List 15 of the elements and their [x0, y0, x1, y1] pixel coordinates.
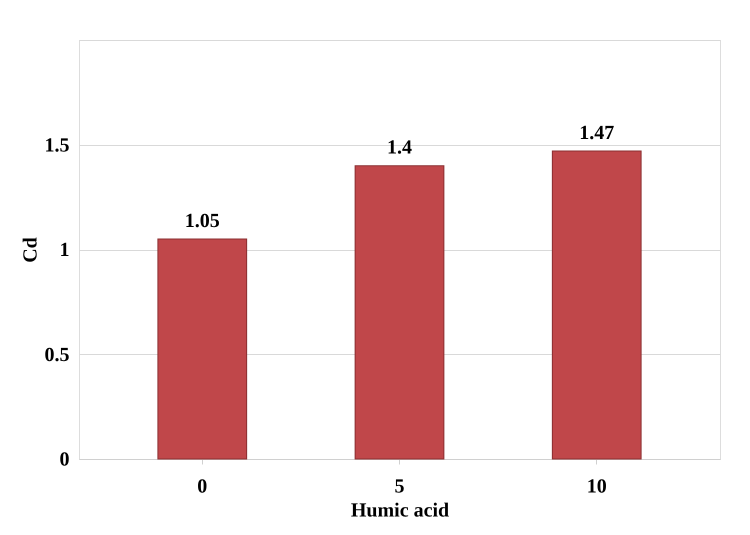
- y-tick-label: 0: [60, 448, 70, 470]
- x-axis-title: Humic acid: [350, 500, 450, 522]
- bar: [552, 150, 642, 460]
- x-tick-label: 0: [197, 476, 208, 498]
- x-tick-label: 10: [586, 476, 607, 498]
- x-tick-label: 5: [394, 476, 404, 498]
- y-tick-label: 0.5: [44, 344, 70, 366]
- data-label: 1.47: [579, 122, 614, 144]
- y-axis-title: Cd: [20, 237, 42, 263]
- data-label: 1.05: [184, 210, 220, 232]
- y-tick-label: 1: [60, 239, 70, 261]
- data-label: 1.4: [387, 136, 412, 159]
- bar: [157, 238, 248, 460]
- y-tick-label: 1.5: [44, 134, 70, 156]
- bar: [354, 165, 444, 460]
